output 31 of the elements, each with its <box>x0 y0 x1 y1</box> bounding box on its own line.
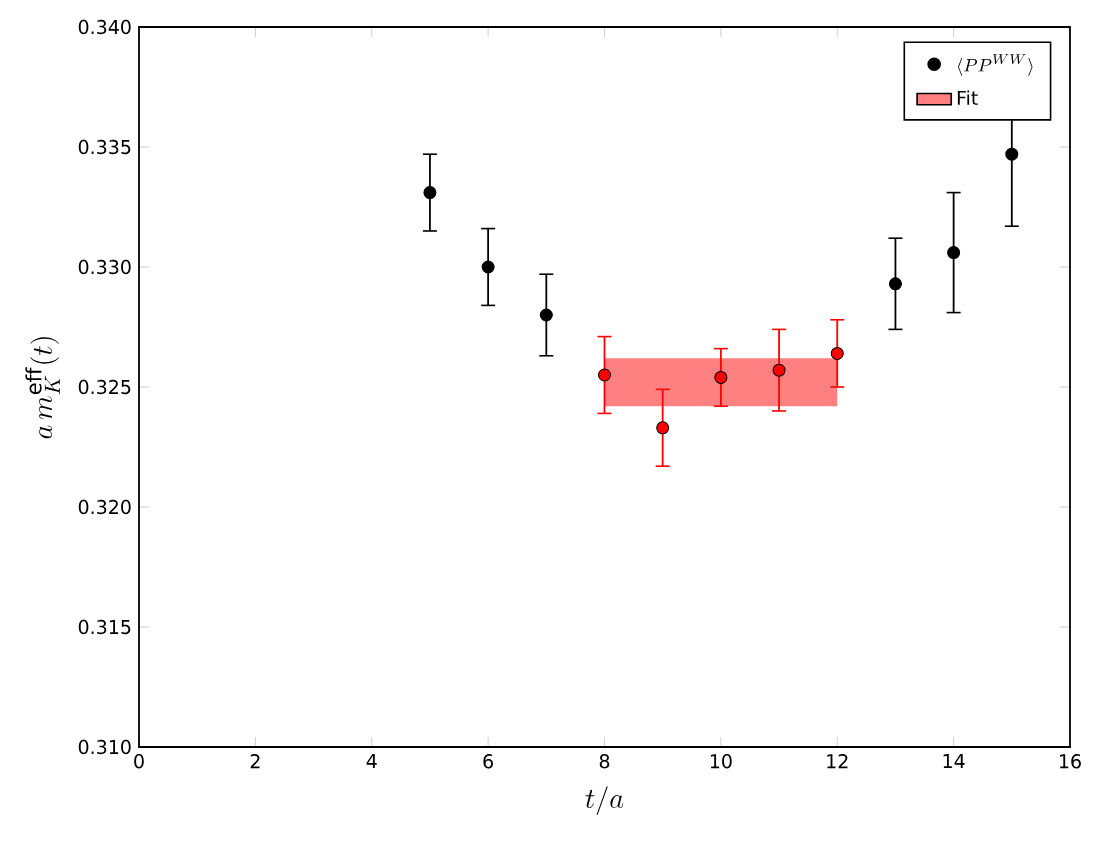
legend-label: $\langle PP^{WW}\rangle$ <box>958 54 1033 76</box>
x-tick-label: 6 <box>483 754 493 769</box>
point <box>714 370 728 384</box>
y-tick-label: 0.330 <box>78 259 131 275</box>
x-tick-label: 2 <box>250 754 260 769</box>
y-tick-label: 0.320 <box>78 499 131 515</box>
y-axis-title: $a\,m_K^{\mathrm{eff}}(t)$ <box>25 337 60 439</box>
x-tick-label: 16 <box>1060 754 1081 769</box>
point <box>830 346 844 360</box>
legend-label: Fit <box>957 90 978 105</box>
y-tick-label: 0.340 <box>78 19 131 35</box>
y-tick-label: 0.335 <box>78 139 131 155</box>
point <box>947 246 961 260</box>
x-tick-label: 14 <box>943 754 965 768</box>
point <box>888 277 902 291</box>
x-tick-label: 0 <box>134 754 144 769</box>
point <box>539 308 553 322</box>
point <box>423 186 437 200</box>
x-tick-label: 12 <box>827 754 848 769</box>
y-tick-label: 0.325 <box>78 379 131 395</box>
point <box>1005 147 1019 161</box>
x-axis-title: $t/a$ <box>585 786 624 815</box>
x-tick-label: 4 <box>366 754 377 768</box>
point <box>481 260 495 274</box>
point <box>598 368 611 382</box>
y-tick-label: 0.315 <box>78 619 131 635</box>
point <box>656 421 670 435</box>
point <box>772 363 786 377</box>
x-tick-label: 10 <box>710 754 732 769</box>
x-tick-label: 8 <box>599 754 610 769</box>
y-tick-label: 0.310 <box>78 739 131 755</box>
